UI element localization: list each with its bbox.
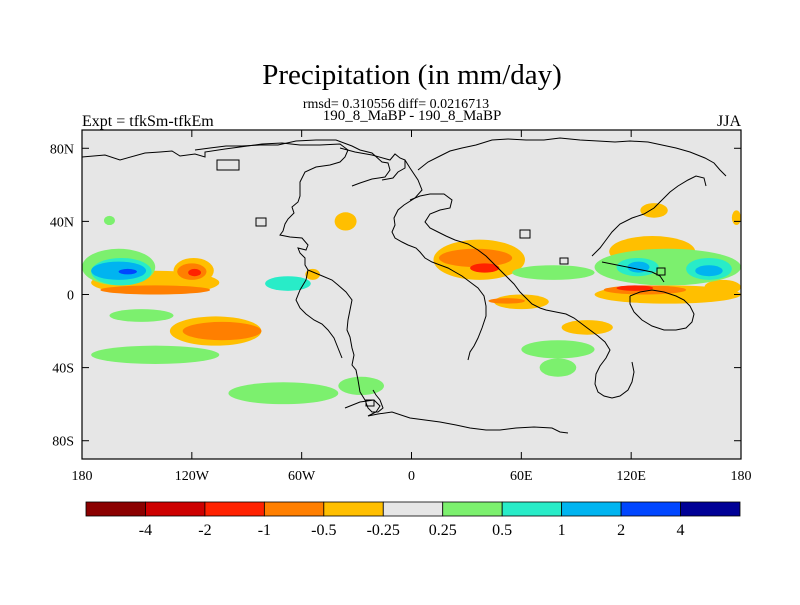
coastline-asia — [409, 193, 635, 399]
field-level-1-region-0 — [91, 261, 147, 280]
x-tick-label-3: 0 — [408, 469, 415, 484]
legend-swatch-10 — [680, 501, 741, 517]
field-level--0.25-region-10 — [640, 203, 668, 218]
field-level--0.25-region-11 — [704, 279, 741, 295]
coastlines — [82, 137, 727, 434]
coastline-south-america-east — [295, 269, 343, 359]
field-level-0.25-region-5 — [103, 215, 115, 226]
legend-label-6: 0.5 — [492, 522, 512, 539]
field-level-2-region-0 — [118, 268, 137, 275]
coastline-europe-africa — [391, 159, 487, 361]
coastline-arctic — [194, 139, 391, 187]
y-tick-label-1: 40N — [50, 215, 74, 230]
field-level--1-region-1 — [470, 263, 500, 273]
x-tick-label-6: 180 — [731, 469, 752, 484]
chart-title: Precipitation (in mm/day) — [262, 59, 562, 91]
coastline-south-america — [307, 269, 384, 413]
x-tick-label-5: 120E — [616, 469, 646, 484]
legend-swatch-0 — [85, 501, 146, 517]
field-level--0.25-region-4 — [334, 212, 357, 231]
legend-label-0: -4 — [139, 522, 152, 539]
stats-line: rmsd= 0.310556 diff= 0.0216713 — [303, 97, 489, 112]
field-level-0.25-region-6 — [512, 265, 595, 280]
field-level--1-region-2 — [616, 285, 654, 291]
legend-swatch-6 — [442, 501, 503, 517]
legend-label-4: -0.25 — [367, 522, 400, 539]
legend-label-8: 2 — [617, 522, 625, 539]
legend-swatch-8 — [561, 501, 622, 517]
island-bermuda — [365, 399, 375, 407]
field-level--0.5-region-4 — [488, 298, 525, 304]
legend-swatch-1 — [145, 501, 206, 517]
legend-swatch-9 — [620, 501, 681, 517]
field-level--0.25-region-3 — [305, 268, 320, 280]
legend-label-5: 0.25 — [429, 522, 457, 539]
field-level-0.25-region-2 — [91, 345, 220, 364]
color-legend: -4 -2 -1 -0.5 -0.25 0.25 0.5 1 2 4 — [85, 501, 741, 539]
field-level-0.25-region-9 — [539, 358, 577, 377]
subtitle-right: JJA — [717, 113, 741, 130]
island-indian — [519, 229, 531, 239]
field-level-0.25-region-8 — [521, 340, 595, 359]
precipitation-fields — [82, 203, 741, 405]
field-level--0.5-region-3 — [438, 248, 513, 268]
island-iceland — [255, 217, 267, 227]
x-tick-label-2: 60W — [288, 469, 316, 484]
field-level-1-region-2 — [695, 265, 723, 277]
island-lake — [559, 257, 569, 265]
coastline-antarctica — [344, 399, 569, 434]
legend-label-2: -1 — [258, 522, 271, 539]
x-tick-label-4: 60E — [510, 469, 533, 484]
field-level-0.25-region-4 — [228, 382, 339, 405]
coastline-north-america — [82, 142, 349, 271]
subtitle-left: Expt = tfkSm-tfkEm — [82, 113, 214, 130]
field-level-1-region-1 — [627, 261, 650, 273]
legend-label-7: 1 — [558, 522, 566, 539]
legend-swatch-3 — [263, 501, 325, 517]
field-level--0.5-region-1 — [182, 321, 262, 341]
field-level-0.25-region-1 — [109, 309, 174, 322]
x-tick-label-1: 120W — [175, 469, 210, 484]
legend-swatch-7 — [501, 501, 563, 517]
legend-swatch-4 — [323, 501, 384, 517]
coastline-east-asia — [591, 175, 707, 257]
coastline-eurasia-north — [417, 137, 727, 177]
y-tick-label-0: 80N — [50, 142, 74, 157]
field-level-0.5-region-1 — [265, 276, 311, 291]
field-level--0.5-region-0 — [100, 285, 211, 295]
coastline-greenland — [339, 147, 406, 181]
legend-label-1: -2 — [198, 522, 211, 539]
field-level-0.25-region-3 — [338, 376, 385, 396]
legend-label-9: 4 — [677, 522, 685, 539]
y-tick-label-4: 80S — [52, 435, 74, 450]
coastline-australia — [629, 289, 695, 331]
y-tick-label-3: 40S — [52, 362, 74, 377]
island-greenland-east — [216, 159, 240, 171]
island-pacific — [656, 267, 666, 276]
legend-swatch-2 — [204, 501, 265, 517]
y-axis: 80N 40N 0 40S 80S — [50, 142, 741, 450]
legend-label-3: -0.5 — [311, 522, 336, 539]
legend-swatch-5 — [382, 501, 444, 517]
x-axis: 180 120W 60W 0 60E 120E 180 — [72, 130, 752, 484]
field-level--0.25-region-12 — [731, 210, 741, 226]
field-level--1-region-0 — [188, 268, 201, 277]
y-tick-label-2: 0 — [67, 289, 74, 304]
subtitle-center: 190_8_MaBP - 190_8_MaBP — [323, 108, 502, 124]
x-tick-label-0: 180 — [72, 469, 93, 484]
